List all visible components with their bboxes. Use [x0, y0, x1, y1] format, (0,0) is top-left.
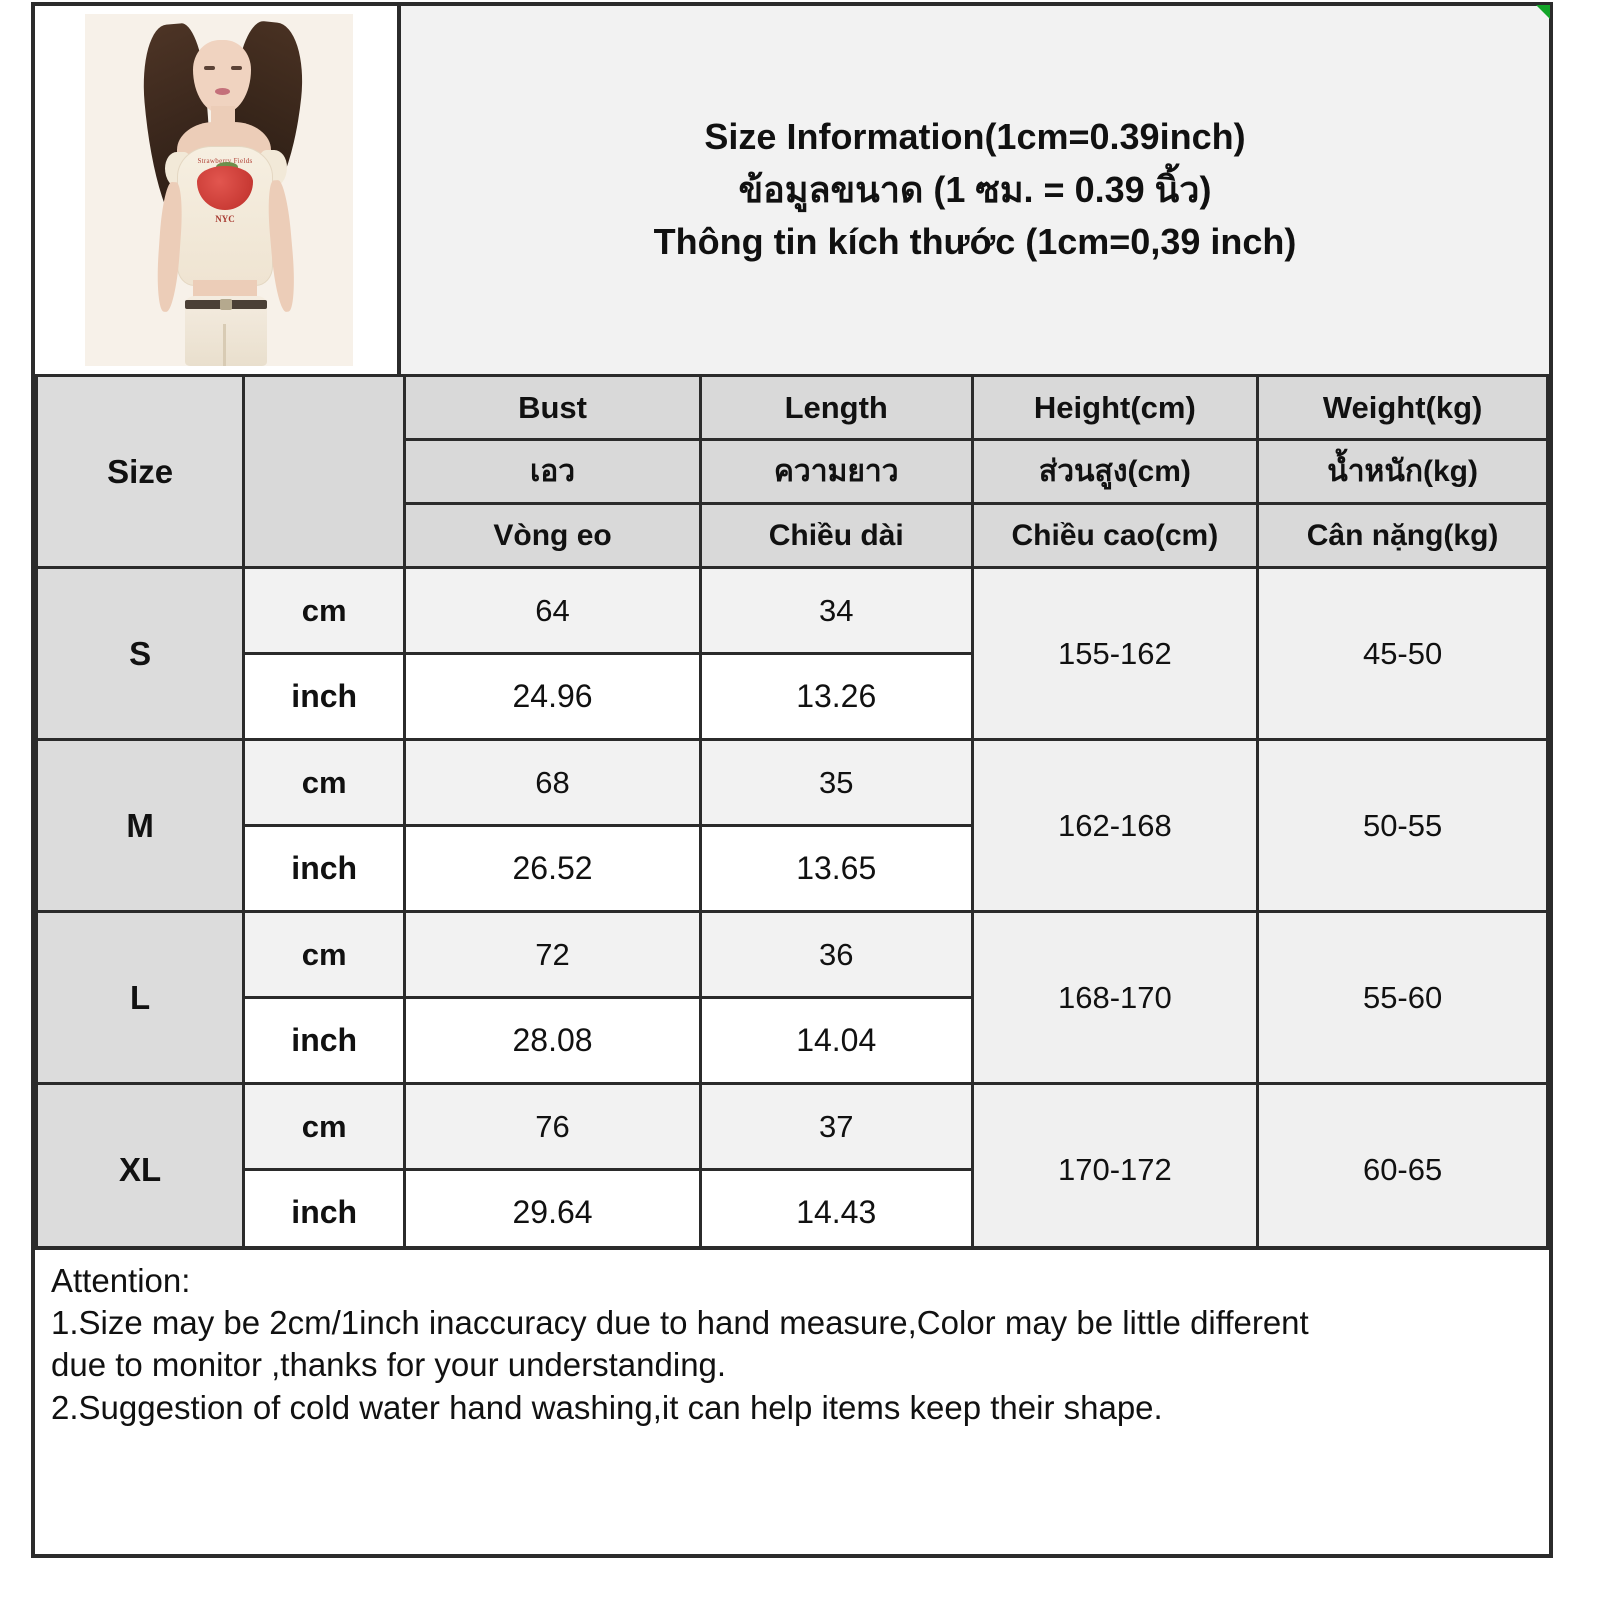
unit-inch-m: inch: [242, 824, 407, 913]
length-cm-l: 36: [698, 910, 974, 999]
model-arm-right: [265, 179, 298, 313]
title-thai: ข้อมูลขนาด (1 ซม. = 0.39 นิ้ว): [738, 168, 1212, 210]
attention-note-1a: 1.Size may be 2cm/1inch inaccuracy due t…: [51, 1304, 1309, 1342]
length-cm-xl: 37: [698, 1082, 974, 1171]
header-weight-vi: Cân nặng(kg): [1256, 502, 1549, 569]
attention-heading: Attention:: [51, 1262, 191, 1299]
header-weight-en: Weight(kg): [1256, 374, 1549, 441]
row-size-xl: XL: [34, 1082, 246, 1257]
length-inch-l: 14.04: [698, 996, 974, 1085]
bust-cm-xl: 76: [403, 1082, 702, 1171]
weight-range-s: 45-50: [1256, 566, 1549, 741]
header-weight-th: น้ำหนัก(kg): [1256, 438, 1549, 505]
height-range-m: 162-168: [970, 738, 1260, 913]
model-eye-left: [204, 66, 215, 70]
model-arm-left: [154, 181, 185, 313]
unit-inch-s: inch: [242, 652, 407, 741]
header-height-en: Height(cm): [970, 374, 1260, 441]
table-header-row-th: เอว ความยาว ส่วนสูง(cm) น้ำหนัก(kg): [37, 438, 1549, 505]
header-bust-vi: Vòng eo: [403, 502, 702, 569]
model-face: [193, 40, 251, 114]
table-header-row-vi: Vòng eo Chiều dài Chiều cao(cm) Cân nặng…: [37, 502, 1549, 569]
table-row: M cm 68 35 162-168 50-55: [34, 738, 1549, 913]
height-range-s: 155-162: [970, 566, 1260, 741]
table-row: XL cm 76 37 170-172 60-65: [34, 1082, 1549, 1257]
header-height-th: ส่วนสูง(cm): [970, 438, 1260, 505]
model-eye-right: [231, 66, 242, 70]
row-size-s: S: [34, 566, 246, 741]
unit-inch-l: inch: [242, 996, 407, 1085]
table-row: S cm 64 34 155-162 45-50: [34, 566, 1549, 741]
model-lips: [215, 88, 230, 95]
unit-cm-s: cm: [242, 566, 407, 655]
top-band: Strawberry Fields NYC Size Information(1…: [35, 5, 1550, 374]
table-row: L cm 72 36 168-170 55-60: [34, 910, 1549, 1085]
header-length-en: Length: [698, 374, 974, 441]
top-graphic-sub: NYC: [215, 214, 235, 224]
chart-frame: Strawberry Fields NYC Size Information(1…: [31, 2, 1553, 1558]
bust-cm-s: 64: [403, 566, 702, 655]
table-row: inch 24.96 13.26: [37, 652, 1548, 741]
shorts-seam: [223, 324, 226, 366]
size-header-cell: Size: [34, 374, 246, 569]
belt-buckle: [220, 299, 232, 310]
unit-inch-xl: inch: [242, 1168, 407, 1257]
strawberry-icon: [197, 166, 253, 210]
height-range-xl: 170-172: [970, 1082, 1260, 1257]
length-inch-s: 13.26: [698, 652, 974, 741]
product-photo: Strawberry Fields NYC: [85, 14, 353, 366]
green-corner-marker: [1536, 5, 1550, 19]
row-size-m: M: [34, 738, 246, 913]
length-inch-m: 13.65: [698, 824, 974, 913]
length-cm-m: 35: [698, 738, 974, 827]
height-range-l: 168-170: [970, 910, 1260, 1085]
bust-inch-xl: 29.64: [403, 1168, 702, 1257]
header-bust-th: เอว: [403, 438, 702, 505]
bust-inch-s: 24.96: [403, 652, 702, 741]
unit-header-cell: [242, 374, 407, 569]
attention-note-2: 2.Suggestion of cold water hand washing,…: [51, 1388, 1163, 1426]
attention-note-1b: due to monitor ,thanks for your understa…: [51, 1346, 727, 1384]
product-image-cell: Strawberry Fields NYC: [35, 6, 401, 374]
table-row: inch 29.64 14.43: [37, 1168, 1548, 1257]
title-english: Size Information(1cm=0.39inch): [704, 116, 1246, 158]
header-bust-en: Bust: [403, 374, 702, 441]
bust-inch-m: 26.52: [403, 824, 702, 913]
bust-cm-l: 72: [403, 910, 702, 999]
header-length-vi: Chiều dài: [698, 502, 974, 569]
length-inch-xl: 14.43: [698, 1168, 974, 1257]
table-header-row-en: Size Bust Length Height(cm) Weight(kg): [34, 374, 1549, 569]
title-panel: Size Information(1cm=0.39inch) ข้อมูลขนา…: [401, 5, 1550, 374]
unit-cm-xl: cm: [242, 1082, 407, 1171]
unit-cm-m: cm: [242, 738, 407, 827]
top-graphic-text: Strawberry Fields: [197, 157, 253, 165]
unit-cm-l: cm: [242, 910, 407, 999]
weight-range-xl: 60-65: [1256, 1082, 1549, 1257]
bust-cm-m: 68: [403, 738, 702, 827]
header-height-vi: Chiều cao(cm): [970, 502, 1260, 569]
table-row: inch 26.52 13.65: [37, 824, 1548, 913]
header-length-th: ความยาว: [698, 438, 974, 505]
attention-block: Attention: 1.Size may be 2cm/1inch inacc…: [35, 1246, 1549, 1429]
bust-inch-l: 28.08: [403, 996, 702, 1085]
size-table: Size Bust Length Height(cm) Weight(kg) เ…: [34, 374, 1549, 1257]
length-cm-s: 34: [698, 566, 974, 655]
weight-range-m: 50-55: [1256, 738, 1549, 913]
row-size-l: L: [34, 910, 246, 1085]
weight-range-l: 55-60: [1256, 910, 1549, 1085]
title-vietnamese: Thông tin kích thước (1cm=0,39 inch): [653, 221, 1297, 263]
table-row: inch 28.08 14.04: [37, 996, 1548, 1085]
